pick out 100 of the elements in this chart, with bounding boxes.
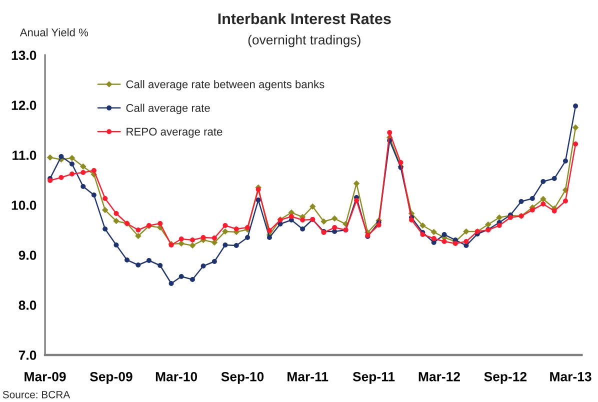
point (420, 232, 426, 238)
y-tick-label: 11.0 (12, 150, 36, 160)
point (552, 208, 557, 214)
y-tick-label: 7.0 (18, 350, 36, 360)
x-tick-label: Mar-11 (288, 372, 328, 382)
point (256, 198, 261, 203)
point (540, 196, 546, 202)
point (540, 202, 546, 207)
point (212, 236, 217, 241)
point (158, 263, 163, 268)
point (91, 168, 96, 174)
y-tick-label: 12.0 (12, 100, 36, 110)
point (430, 228, 437, 236)
point (58, 154, 64, 160)
point (496, 214, 502, 221)
x-tick-label: Mar-09 (24, 372, 66, 382)
point (496, 223, 502, 228)
y-tick-label: 9.0 (18, 250, 36, 260)
point (80, 184, 86, 190)
point (398, 160, 404, 166)
point (452, 241, 458, 246)
point (136, 228, 141, 233)
point (124, 258, 130, 262)
point (245, 235, 250, 240)
point (212, 259, 217, 264)
x-tick-label: Mar-13 (550, 372, 592, 382)
point (518, 199, 524, 204)
point (376, 222, 382, 228)
point (70, 172, 75, 177)
point (222, 228, 228, 235)
point (234, 226, 239, 232)
point (530, 196, 535, 202)
point (178, 236, 184, 242)
point (288, 214, 294, 220)
point (91, 192, 96, 198)
point (464, 239, 469, 244)
point (540, 179, 546, 184)
point (442, 232, 447, 238)
point (431, 236, 436, 242)
point (485, 221, 492, 228)
point (354, 198, 360, 204)
point (387, 130, 392, 136)
point (200, 264, 206, 268)
point (353, 180, 360, 187)
point (266, 235, 272, 240)
point (68, 154, 76, 162)
point (190, 276, 195, 282)
point (309, 203, 316, 210)
point (573, 104, 578, 109)
point (300, 226, 306, 232)
point (114, 242, 119, 248)
point (222, 223, 228, 228)
point (70, 162, 75, 167)
point (572, 124, 579, 131)
point (114, 211, 119, 216)
point (573, 142, 578, 147)
y-tick-label: 8.0 (18, 300, 36, 310)
x-tick-label: Sep-11 (352, 372, 395, 384)
point (102, 226, 108, 232)
x-tick-label: Sep-12 (484, 372, 527, 384)
point (442, 239, 447, 244)
point (102, 196, 108, 202)
point (211, 239, 218, 246)
point (168, 280, 174, 286)
point (320, 218, 327, 225)
point (300, 218, 306, 223)
point (431, 240, 436, 246)
legend-label: REPO average rate (126, 128, 222, 138)
point (135, 232, 142, 240)
point (222, 242, 228, 248)
x-tick-label: Sep-10 (221, 372, 264, 384)
point (409, 218, 414, 223)
point (158, 221, 163, 226)
point (266, 228, 272, 234)
point (562, 198, 568, 204)
chart-subtitle: (overnight tradings) (248, 34, 360, 48)
point (332, 225, 338, 230)
y-tick-label: 13.0 (12, 50, 36, 60)
point (80, 163, 86, 170)
point (178, 274, 184, 279)
x-tick-label: Mar-12 (418, 372, 460, 382)
point (58, 175, 64, 180)
point (146, 258, 152, 263)
point (113, 218, 120, 224)
chart-title: Interbank Interest Rates (218, 12, 391, 24)
point (234, 243, 239, 248)
point (136, 262, 141, 268)
point (80, 170, 86, 176)
legend-label: Call average rate between agents banks (126, 80, 324, 90)
y-tick-label: 10.0 (12, 200, 36, 210)
x-tick-label: Sep-09 (90, 372, 132, 384)
point (190, 238, 195, 243)
point (331, 215, 338, 222)
point (102, 206, 108, 214)
point (332, 229, 338, 234)
legend-label: Call average rate (126, 104, 210, 114)
point (562, 158, 568, 164)
x-tick-label: Mar-10 (156, 372, 198, 382)
point (530, 208, 535, 213)
source-note: Source: BCRA (2, 390, 70, 398)
